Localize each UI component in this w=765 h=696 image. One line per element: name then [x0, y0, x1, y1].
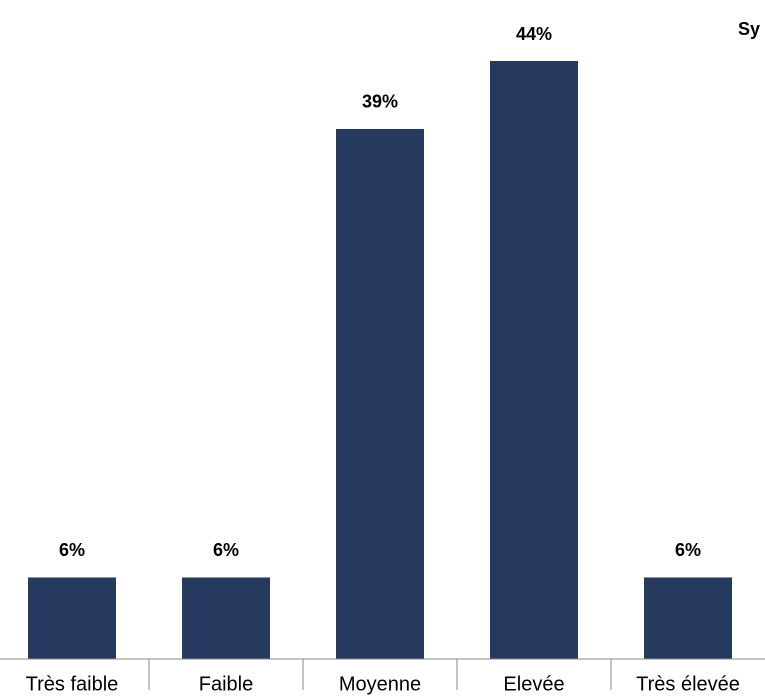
x-tick-label: Très élevée — [636, 673, 740, 695]
bar — [28, 577, 116, 659]
bar — [336, 128, 424, 660]
x-tick-label: Faible — [199, 673, 253, 695]
x-tick-label: Moyenne — [339, 673, 421, 695]
chart-title: Sy — [738, 19, 760, 39]
value-label: 44% — [516, 24, 552, 44]
x-tick-label: Très faible — [26, 673, 119, 695]
bar — [490, 61, 578, 659]
value-label: 6% — [213, 540, 239, 560]
x-tick-label: Elevée — [503, 673, 564, 695]
value-label: 6% — [675, 540, 701, 560]
bar — [182, 577, 270, 659]
bar — [644, 577, 732, 659]
value-label: 39% — [362, 92, 398, 112]
value-label: 6% — [59, 540, 85, 560]
